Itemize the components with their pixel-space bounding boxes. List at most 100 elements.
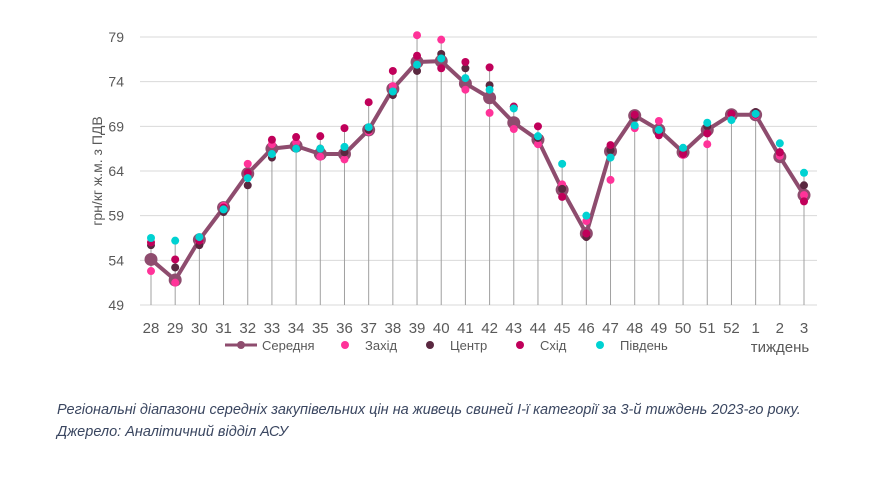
data-point-Схід <box>800 197 808 206</box>
data-point-Південь <box>316 144 325 153</box>
x-tick-label: 34 <box>288 320 305 337</box>
data-point-Схід <box>558 192 567 201</box>
data-point-Захід <box>243 159 252 168</box>
data-point-Схід <box>171 255 180 264</box>
data-point-Захід <box>606 175 615 184</box>
data-point-Південь <box>582 211 591 220</box>
y-axis-label: грн/кг ж.м. з ПДВ <box>89 116 105 225</box>
data-point-Південь <box>485 85 494 94</box>
data-point-Центр <box>171 263 180 272</box>
data-point-Захід <box>533 140 542 149</box>
x-tick-label: 3 <box>800 320 808 337</box>
x-tick-label: 38 <box>385 320 402 337</box>
data-point-Південь <box>437 54 446 63</box>
data-point-Схід <box>485 63 494 72</box>
data-point-Центр <box>413 66 422 75</box>
data-point-Центр <box>461 64 470 73</box>
x-tick-label: 51 <box>699 320 716 337</box>
data-point-Схід <box>606 141 615 150</box>
data-point-Схід <box>630 110 639 119</box>
data-point-Схід <box>437 64 446 73</box>
y-tick-label: 54 <box>108 252 124 268</box>
x-tick-label: 45 <box>554 320 571 337</box>
data-point-Схід <box>703 129 712 138</box>
data-point-Південь <box>219 205 228 214</box>
data-point-Південь <box>195 233 204 242</box>
data-point-Захід <box>654 116 663 125</box>
x-tick-label: 39 <box>409 320 426 337</box>
legend-label: Схід <box>540 338 567 353</box>
data-point-Захід <box>340 155 349 164</box>
legend-marker <box>237 341 245 349</box>
x-tick-label: 33 <box>264 320 281 337</box>
data-point-Південь <box>171 236 180 245</box>
data-point-Схід <box>461 58 470 67</box>
data-point-Південь <box>606 153 615 162</box>
legend-label: Центр <box>450 338 487 353</box>
caption-source: Джерело: Аналітичний відділ АСУ <box>57 423 288 440</box>
x-tick-label: 35 <box>312 320 329 337</box>
y-tick-label: 74 <box>108 74 124 90</box>
y-tick-label: 79 <box>108 29 124 45</box>
chart-caption: Регіональні діапазони середніх закупівел… <box>57 400 857 443</box>
x-tick-label: 46 <box>578 320 595 337</box>
data-point-Захід <box>703 140 712 149</box>
x-tick-label: 43 <box>505 320 522 337</box>
x-tick-label: 47 <box>602 320 619 337</box>
legend-label: Захід <box>365 338 397 353</box>
legend-marker <box>341 341 349 349</box>
legend-marker <box>516 341 524 349</box>
data-point-Схід <box>292 133 301 142</box>
y-tick-label: 59 <box>108 208 124 224</box>
data-point-Південь <box>775 139 784 148</box>
data-point-Схід <box>727 109 736 118</box>
data-point-Захід <box>171 278 180 287</box>
data-point-Південь <box>364 123 373 132</box>
data-point-Захід <box>437 35 446 44</box>
data-point-Південь <box>751 109 760 118</box>
data-point-Південь <box>679 143 688 152</box>
x-tick-label: 36 <box>336 320 353 337</box>
data-point-Схід <box>316 132 325 141</box>
mean-point <box>483 91 497 105</box>
data-point-Південь <box>388 87 397 96</box>
data-point-Центр <box>243 181 252 190</box>
x-axis-label: тиждень <box>751 339 810 356</box>
data-point-Схід <box>388 66 397 75</box>
x-tick-label: 41 <box>457 320 474 337</box>
mean-point <box>144 252 158 266</box>
data-point-Південь <box>654 125 663 134</box>
data-point-Захід <box>485 108 494 117</box>
x-tick-label: 49 <box>651 320 668 337</box>
data-point-Захід <box>147 267 155 276</box>
data-point-Схід <box>340 124 349 133</box>
data-point-Південь <box>727 116 736 125</box>
x-tick-label: 31 <box>215 320 232 337</box>
data-point-Схід <box>533 122 542 131</box>
data-point-Південь <box>630 121 639 130</box>
data-point-Південь <box>147 234 155 242</box>
data-point-Схід <box>679 150 688 159</box>
legend-label: Південь <box>620 338 668 353</box>
caption-description: Регіональні діапазони середніх закупівел… <box>57 402 801 418</box>
data-point-Схід <box>775 148 784 157</box>
x-tick-label: 50 <box>675 320 692 337</box>
legend-label: Середня <box>262 338 315 353</box>
x-tick-label: 37 <box>360 320 377 337</box>
x-tick-label: 28 <box>143 320 160 337</box>
data-point-Центр <box>558 184 567 193</box>
data-point-Південь <box>533 132 542 141</box>
x-tick-label: 1 <box>751 320 759 337</box>
legend-marker <box>596 341 604 349</box>
data-point-Схід <box>267 135 276 144</box>
x-tick-label: 32 <box>239 320 256 337</box>
x-tick-label: 29 <box>167 320 184 337</box>
legend-marker <box>426 341 434 349</box>
y-tick-label: 69 <box>108 118 124 134</box>
y-tick-label: 49 <box>108 297 124 313</box>
y-tick-label: 64 <box>108 163 124 179</box>
series-line-mean <box>149 59 806 282</box>
data-point-Схід <box>582 229 591 238</box>
x-tick-label: 52 <box>723 320 740 337</box>
